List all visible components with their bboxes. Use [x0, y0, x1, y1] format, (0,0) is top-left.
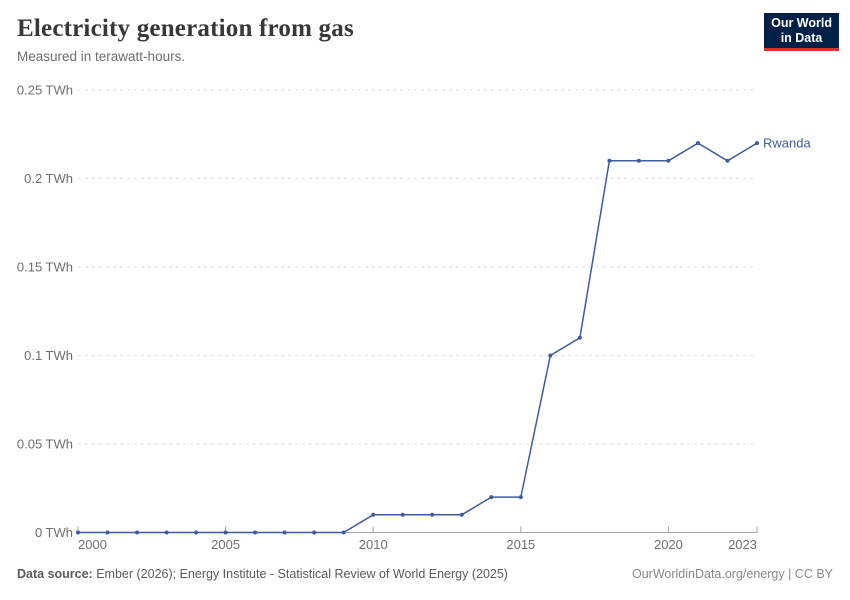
x-tick-label: 2005 [211, 537, 240, 552]
data-point[interactable] [253, 530, 258, 535]
data-point[interactable] [400, 512, 405, 517]
data-point[interactable] [636, 158, 641, 163]
owid-logo-line1: Our World [771, 16, 832, 30]
data-point[interactable] [282, 530, 287, 535]
y-tick-label: 0 TWh [35, 525, 73, 540]
data-point[interactable] [755, 141, 759, 146]
series-line[interactable] [77, 142, 758, 534]
owid-logo: Our World in Data [764, 13, 839, 51]
y-tick-label: 0.05 TWh [17, 437, 73, 452]
data-point[interactable] [341, 530, 346, 535]
data-point[interactable] [105, 530, 110, 535]
data-point[interactable] [223, 530, 228, 535]
data-point[interactable] [164, 530, 169, 535]
data-source-label: Data source: [17, 567, 93, 581]
y-tick-label: 0.2 TWh [24, 171, 73, 186]
x-tick-label: 2020 [654, 537, 683, 552]
chart-footer: Data source: Ember (2026); Energy Instit… [17, 567, 833, 581]
data-source-text: Ember (2026); Energy Institute - Statist… [92, 567, 508, 581]
data-point[interactable] [135, 530, 140, 535]
data-point[interactable] [548, 353, 553, 358]
data-point[interactable] [666, 158, 671, 163]
data-point[interactable] [371, 512, 376, 517]
data-source-note: Data source: Ember (2026); Energy Instit… [17, 567, 508, 581]
data-point[interactable] [194, 530, 199, 535]
data-point[interactable] [459, 512, 464, 517]
chart-subtitle: Measured in terawatt-hours. [17, 49, 186, 64]
chart-header: Electricity generation from gas Measured… [17, 14, 354, 64]
data-point[interactable] [695, 141, 700, 146]
credit-link[interactable]: OurWorldinData.org/energy | CC BY [631, 567, 833, 581]
data-point[interactable] [312, 530, 317, 535]
y-tick-label: 0.25 TWh [17, 83, 73, 98]
owid-logo-line2: in Data [780, 31, 823, 45]
x-tick-label: 2023 [728, 537, 757, 552]
x-tick-label: 2010 [359, 537, 388, 552]
data-point[interactable] [76, 530, 80, 535]
data-point[interactable] [518, 495, 523, 500]
data-point[interactable] [607, 158, 612, 163]
x-tick-label: 2015 [506, 537, 535, 552]
series-entity-label[interactable]: Rwanda [763, 136, 811, 151]
page-title: Electricity generation from gas [17, 15, 354, 42]
data-point[interactable] [725, 158, 730, 163]
data-point[interactable] [489, 495, 494, 500]
data-point[interactable] [577, 335, 582, 340]
y-tick-label: 0.1 TWh [24, 348, 73, 363]
data-point[interactable] [430, 512, 435, 517]
y-tick-label: 0.15 TWh [17, 260, 73, 275]
x-tick-label: 2000 [78, 537, 107, 552]
